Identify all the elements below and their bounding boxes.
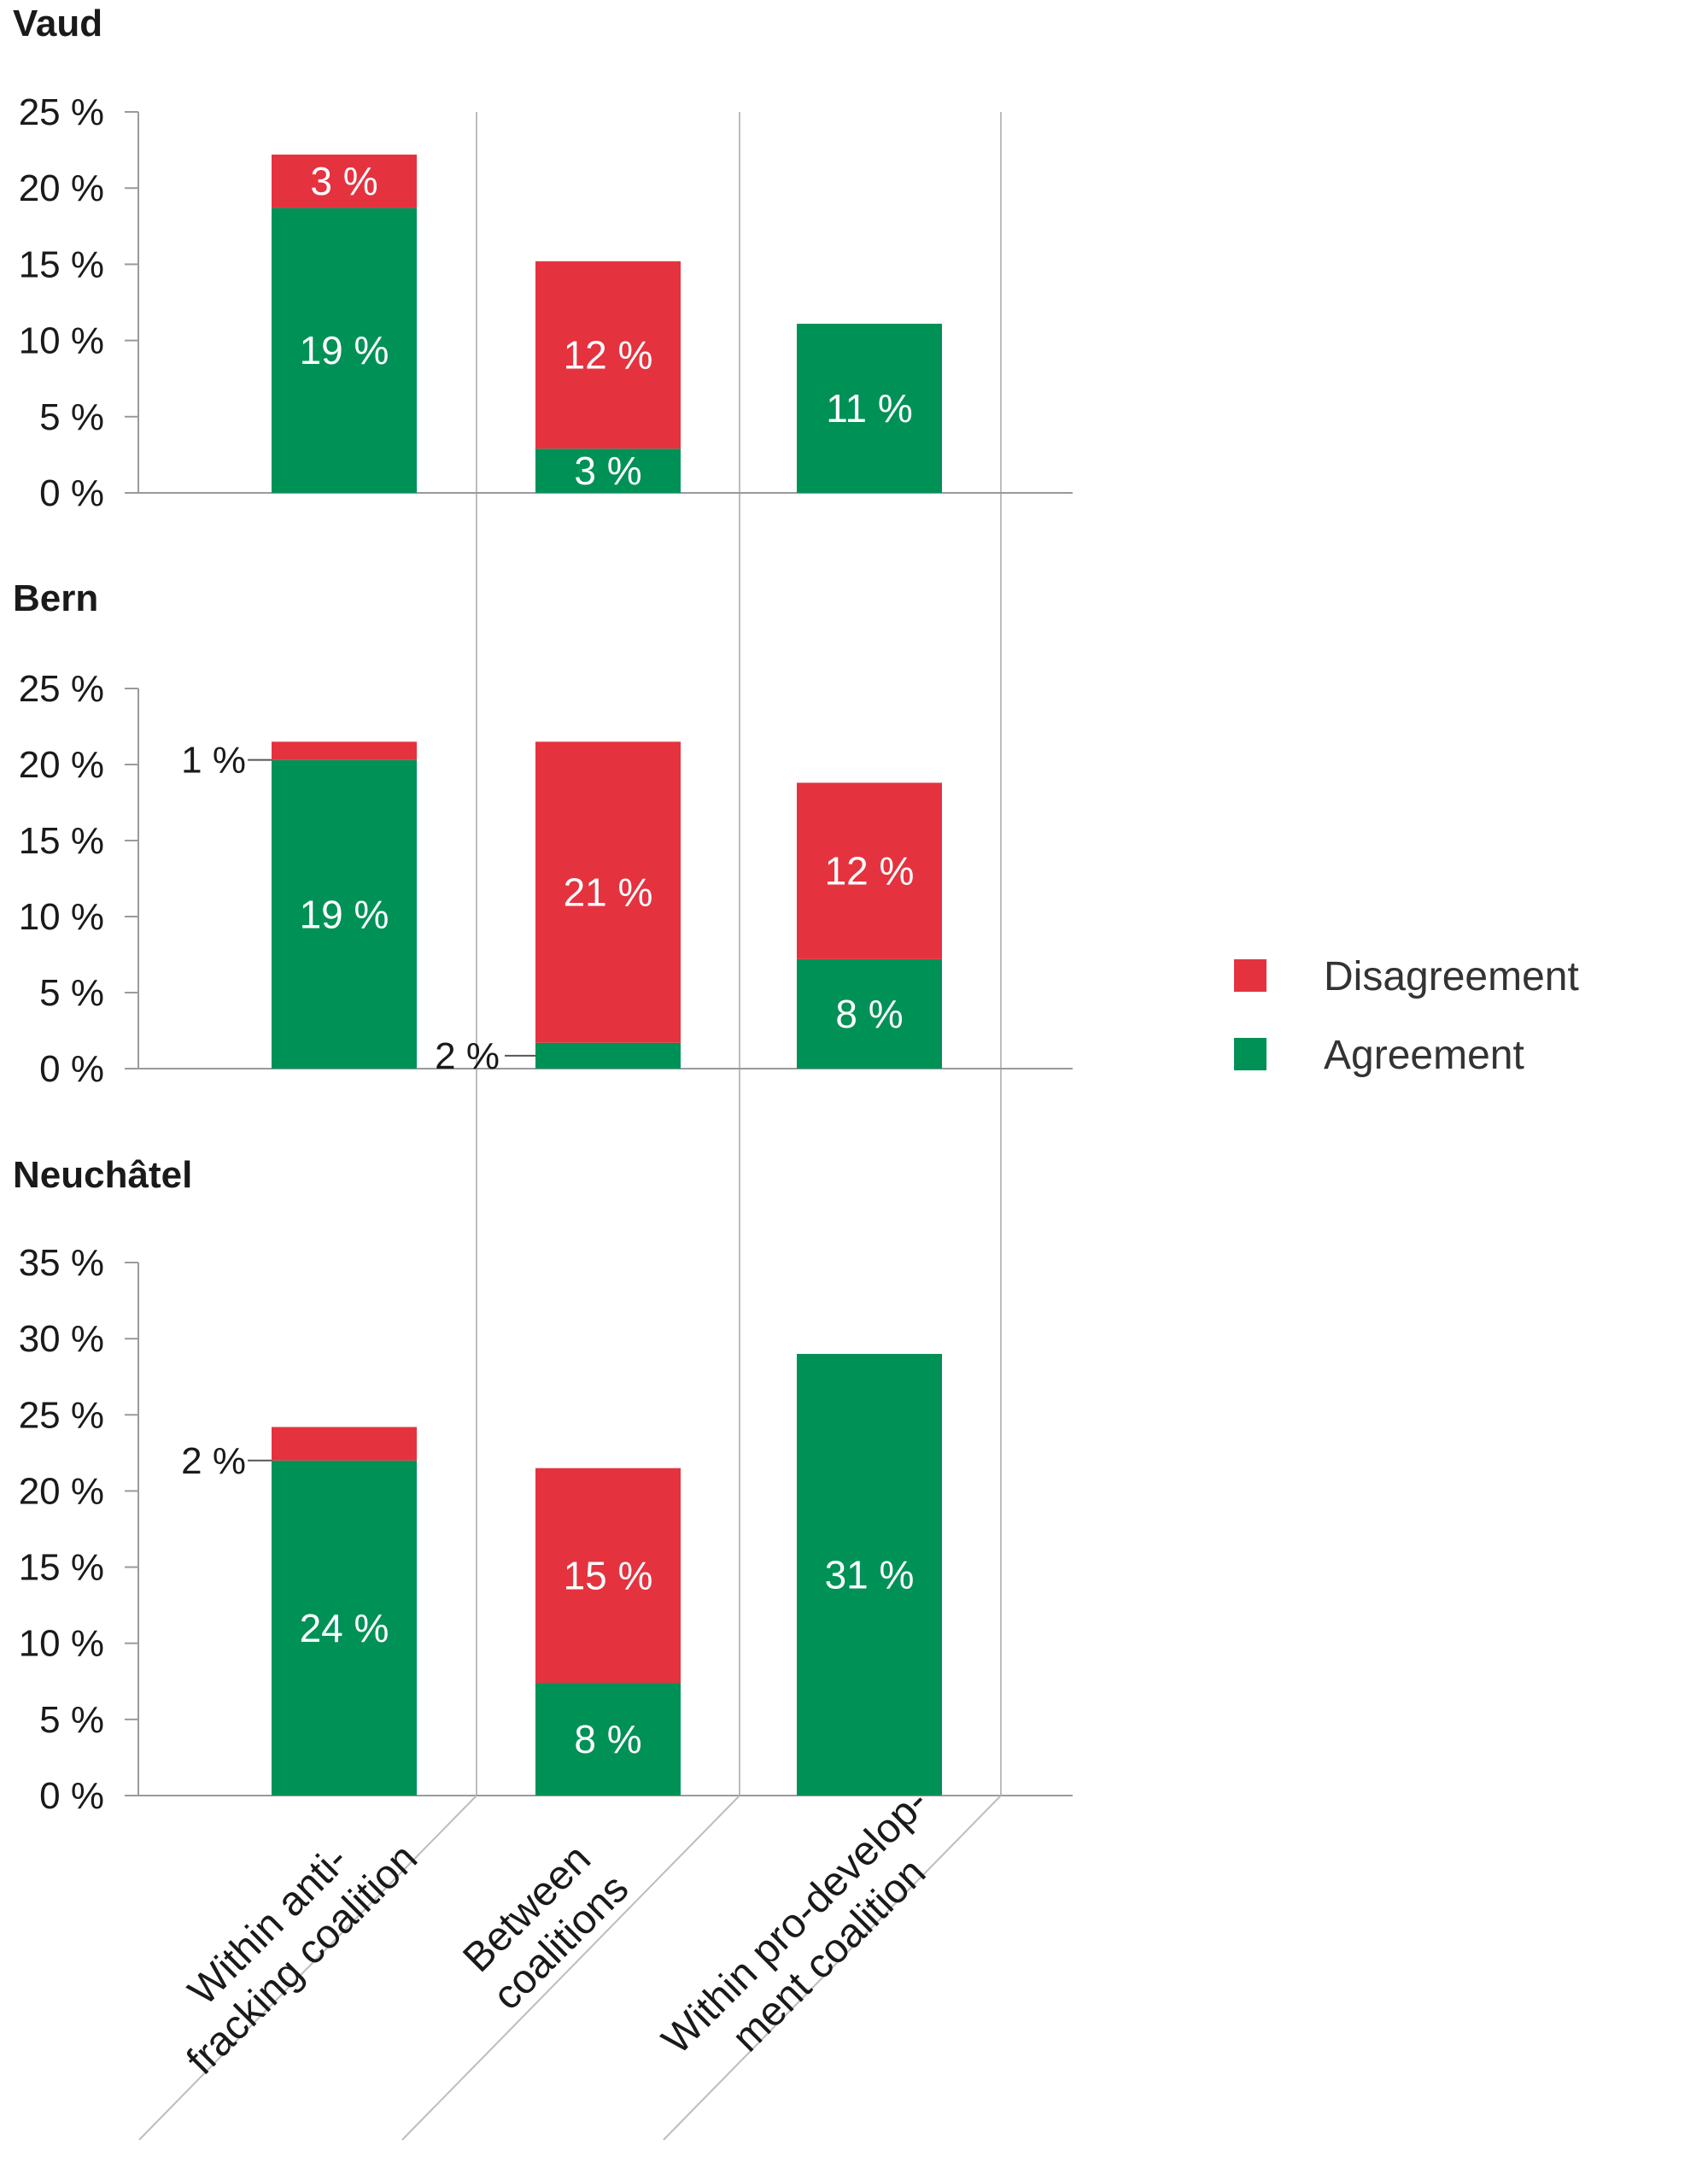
bar-disagreement <box>797 782 942 959</box>
bar-value-label-agreement: 24 % <box>300 1606 389 1650</box>
bar-value-label-agreement: 19 % <box>300 892 389 936</box>
callout-value-label: 2 % <box>435 1035 500 1077</box>
bar-disagreement <box>535 741 681 1043</box>
bar-value-label-agreement: 3 % <box>574 448 641 493</box>
y-tick-label: 0 % <box>39 1775 104 1817</box>
bar-agreement <box>797 958 942 1069</box>
y-tick-label: 25 % <box>19 91 104 133</box>
bar-value-label-agreement: 19 % <box>300 328 389 372</box>
y-tick-label: 0 % <box>39 472 104 514</box>
bar-agreement <box>272 759 417 1069</box>
bar-agreement <box>535 448 681 493</box>
bar-agreement <box>272 1460 417 1796</box>
y-tick-label: 15 % <box>19 1547 104 1589</box>
callout-value-label: 2 % <box>181 1440 246 1482</box>
bar-disagreement <box>535 1468 681 1684</box>
legend-label: Agreement <box>1324 1033 1524 1078</box>
bar-disagreement <box>272 154 417 208</box>
y-tick-label: 20 % <box>19 744 104 786</box>
bar-disagreement <box>535 261 681 449</box>
category-label-separator <box>138 1795 477 2141</box>
bar-disagreement <box>272 741 417 760</box>
bar-value-label-agreement: 31 % <box>825 1552 915 1597</box>
bar-value-label-agreement: 11 % <box>826 386 912 431</box>
y-tick-label: 20 % <box>19 167 104 209</box>
bar-value-label-agreement: 8 % <box>574 1717 641 1761</box>
panel-title: Neuchâtel <box>13 1154 192 1196</box>
bar-agreement <box>535 1042 681 1069</box>
y-tick-label: 20 % <box>19 1470 104 1512</box>
bar-agreement <box>272 208 417 493</box>
x-category-label: Betweencoalitions <box>451 1832 638 2019</box>
bar-agreement <box>797 323 942 493</box>
bar-value-label-disagreement: 12 % <box>825 849 915 894</box>
callout-value-label: 1 % <box>181 740 246 782</box>
y-tick-label: 0 % <box>39 1048 104 1090</box>
bar-value-label-disagreement: 21 % <box>564 870 653 915</box>
y-tick-label: 5 % <box>39 1699 104 1741</box>
y-tick-label: 35 % <box>19 1242 104 1284</box>
x-category-label: Within pro-develop-ment coalition <box>653 1779 970 2096</box>
bar-agreement <box>535 1683 681 1796</box>
y-tick-label: 30 % <box>19 1318 104 1360</box>
legend-swatch <box>1234 1038 1266 1070</box>
bar-agreement <box>797 1353 942 1796</box>
legend-swatch <box>1234 959 1266 992</box>
y-tick-label: 10 % <box>19 896 104 938</box>
y-tick-label: 5 % <box>39 396 104 438</box>
panel-title: Bern <box>13 577 98 619</box>
y-tick-label: 25 % <box>19 1394 104 1436</box>
category-label-separator <box>663 1795 1002 2141</box>
panel-title: Vaud <box>13 3 102 44</box>
bar-value-label-disagreement: 15 % <box>564 1553 653 1597</box>
legend-label: Disagreement <box>1324 954 1579 999</box>
y-tick-label: 10 % <box>19 1623 104 1665</box>
bar-disagreement <box>272 1427 417 1461</box>
bar-value-label-disagreement: 12 % <box>564 333 653 378</box>
y-tick-label: 5 % <box>39 972 104 1014</box>
y-tick-label: 15 % <box>19 243 104 285</box>
y-tick-label: 15 % <box>19 820 104 862</box>
bar-value-label-agreement: 8 % <box>835 992 903 1036</box>
y-tick-label: 10 % <box>19 320 104 362</box>
bar-value-label-disagreement: 3 % <box>310 159 377 203</box>
y-tick-label: 25 % <box>19 668 104 710</box>
category-label-separator <box>401 1795 740 2141</box>
x-category-label: Within anti-fracking coalition <box>144 1802 426 2083</box>
